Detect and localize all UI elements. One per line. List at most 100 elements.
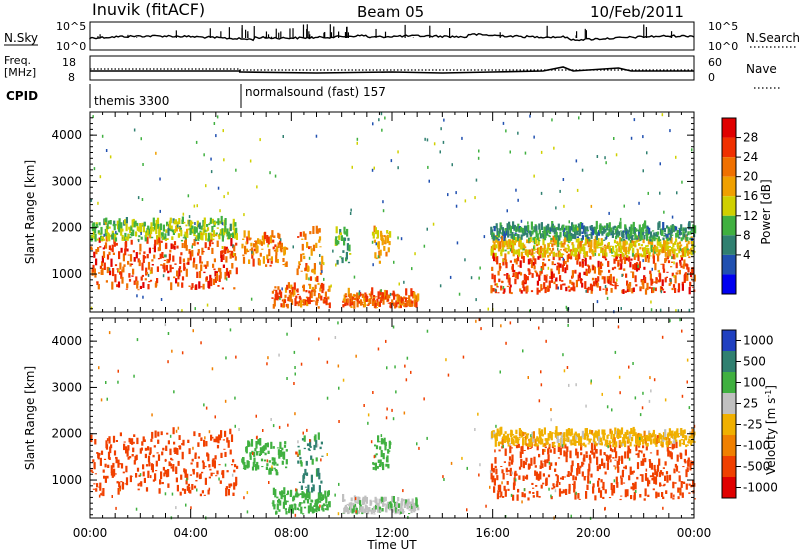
data-cell [681,180,683,184]
data-cell [125,446,128,454]
data-cell [257,238,260,245]
data-cell [604,156,606,160]
velocity-y-axis-label: Slant Range [km] [23,366,37,470]
data-cell [542,443,546,446]
data-cell [173,245,176,250]
data-cell [260,241,263,246]
data-cell [292,495,296,501]
nave-trace [90,68,694,71]
data-cell [339,232,342,235]
data-cell [552,225,555,233]
data-cell [526,433,529,439]
data-cell [677,230,680,234]
data-cell [485,504,487,508]
data-cell [514,478,517,482]
data-cell [276,447,280,449]
data-cell [636,441,639,446]
data-cell [271,457,274,461]
data-cell [596,282,599,288]
data-cell [630,271,633,273]
data-cell [522,431,525,436]
data-cell [171,492,174,496]
data-cell [671,261,674,263]
data-cell [234,396,236,400]
data-cell [204,242,207,249]
data-cell [203,403,205,407]
power-x-ticks [89,112,695,312]
data-cell [305,460,308,466]
data-cell [604,228,607,233]
data-cell [210,170,213,174]
data-cell [603,225,606,228]
data-cell [531,431,533,435]
data-cell [688,221,691,230]
data-cell [675,238,678,242]
data-cell [683,228,686,231]
data-cell [604,244,607,247]
data-cell [585,428,588,434]
data-cell [534,470,537,476]
data-cell [651,478,654,481]
data-cell [663,291,666,293]
data-cell [352,295,355,300]
data-cell [169,463,172,467]
data-cell [594,236,597,245]
data-cell [119,432,122,437]
data-cell [191,245,193,249]
data-cell [138,474,141,477]
data-cell [560,253,563,258]
data-cell [610,430,613,435]
data-cell [278,509,281,512]
data-cell [272,500,275,507]
data-cell [531,231,534,233]
data-cell [611,267,615,271]
data-cell [569,279,572,284]
data-cell [347,508,350,515]
data-cell [247,230,250,238]
data-cell [688,286,691,295]
data-cell [628,457,631,461]
data-cell [408,509,411,511]
data-cell [148,452,151,456]
data-cell [519,432,522,437]
data-cell [649,231,653,238]
data-cell [524,281,527,285]
data-cell [547,454,550,462]
data-cell [586,288,589,293]
data-cell [302,284,305,292]
data-cell [392,496,395,503]
data-cell [619,237,622,245]
data-cell [335,240,339,246]
data-cell [127,456,130,460]
data-cell [157,431,160,437]
data-cell [153,244,156,253]
data-cell [372,391,374,394]
data-cell [612,485,616,494]
data-cell [195,235,198,240]
data-cell [501,227,504,231]
data-cell [571,222,574,231]
data-cell [381,464,384,468]
data-cell [290,284,293,290]
data-cell [599,490,603,498]
data-cell [98,494,101,498]
data-cell [590,379,592,383]
data-cell [181,309,183,313]
data-cell [593,226,596,229]
data-cell [496,475,499,481]
data-cell [582,260,585,262]
data-cell [494,252,497,257]
data-cell [628,226,631,232]
data-cell [609,444,612,448]
data-cell [193,485,197,489]
data-cell [605,288,608,291]
data-cell [105,149,108,152]
data-cell [211,247,214,254]
data-cell [517,234,520,239]
data-cell [533,265,536,270]
data-cell [661,279,664,287]
data-cell [221,234,224,242]
data-cell [671,250,675,254]
data-cell [591,277,595,281]
data-cell [506,244,509,248]
